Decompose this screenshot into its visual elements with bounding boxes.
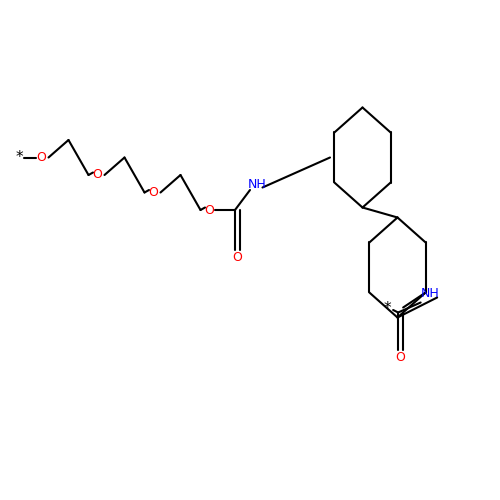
Text: O: O xyxy=(92,168,102,181)
Text: O: O xyxy=(148,186,158,199)
Text: NH: NH xyxy=(248,178,267,190)
Text: O: O xyxy=(204,204,214,216)
Text: O: O xyxy=(36,151,46,164)
Text: NH: NH xyxy=(420,287,439,300)
Text: *: * xyxy=(384,301,391,316)
Text: O: O xyxy=(232,251,242,264)
Text: *: * xyxy=(15,150,23,165)
Text: O: O xyxy=(396,351,406,364)
